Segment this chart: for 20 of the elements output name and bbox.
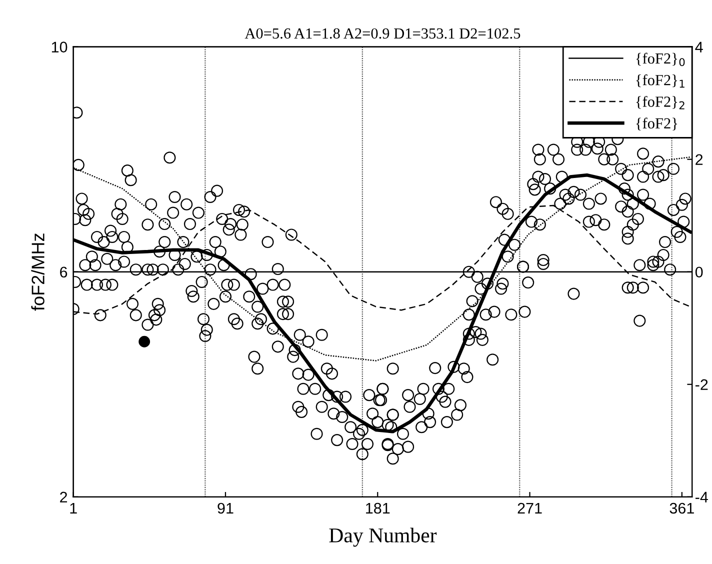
y2-tick-label: -4 (696, 492, 708, 502)
legend-label: {foF2}$_{1}$ (636, 74, 684, 88)
legend-label: {foF2}$_{0}$ (636, 52, 685, 66)
chart-title: A0=5.6 A1=1.8 A2=0.9 D1=353.1 D2=102.5 (244, 28, 520, 39)
y2-tick-label: -2 (696, 379, 708, 390)
y-tick-label: 2 (60, 492, 68, 502)
x-tick-label: 91 (218, 502, 234, 514)
x-tick-label: 361 (670, 502, 694, 514)
y-axis-title: foF2/MHz (31, 234, 44, 311)
y2-tick-label: 2 (696, 154, 703, 165)
y-tick-label: 6 (60, 266, 68, 278)
x-tick-label: 1 (70, 503, 77, 514)
x-tick-label: 271 (518, 502, 542, 514)
y-tick-label: 10 (52, 42, 68, 52)
x-tick-label: 181 (366, 502, 390, 514)
legend-label: {foF2}$_{2}$ (636, 96, 684, 110)
legend-label: {foF2} (636, 118, 678, 130)
x-axis-title: Day Number (329, 528, 437, 547)
y2-tick-label: 4 (695, 42, 703, 52)
y2-tick-label: 0 (695, 266, 703, 278)
